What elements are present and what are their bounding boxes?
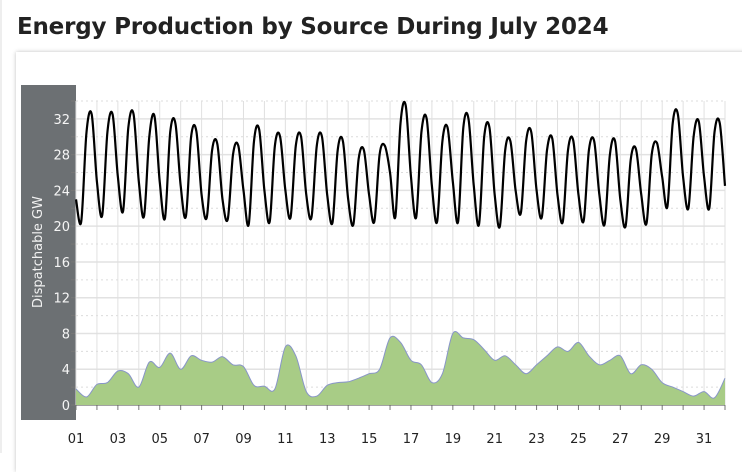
page-title: Energy Production by Source During July … <box>17 14 609 40</box>
x-tick-label: 31 <box>696 432 713 447</box>
chart: 0 4 8 12 16 20 24 28 32 01 03 05 07 09 11 13 15 17 19 21 23… <box>31 100 727 447</box>
y-tick-label: 20 <box>53 220 70 235</box>
x-ticks: 01 03 05 07 09 11 13 15 17 19 21 23 25 27 29 31 <box>68 432 713 447</box>
y-tick-label: 8 <box>62 327 70 342</box>
area-fill <box>76 331 725 405</box>
y-tick-label: 4 <box>62 363 70 378</box>
x-tick-label: 11 <box>277 432 294 447</box>
x-tick-label: 19 <box>445 432 462 447</box>
x-tick-label: 05 <box>151 432 168 447</box>
y-tick-label: 28 <box>53 149 70 164</box>
y-ticks: 0 4 8 12 16 20 24 28 32 <box>53 113 70 414</box>
x-tick-label: 15 <box>361 432 378 447</box>
left-edge <box>0 0 2 453</box>
y-axis-panel <box>21 85 76 420</box>
area-edge <box>75 331 726 399</box>
x-tick-label: 21 <box>486 432 503 447</box>
x-tick-label: 17 <box>403 432 420 447</box>
y-tick-label: 0 <box>62 399 70 414</box>
x-tick-label: 29 <box>654 432 671 447</box>
line-series <box>74 100 727 229</box>
y-tick-label: 32 <box>53 113 70 128</box>
x-tick-label: 01 <box>68 432 85 447</box>
x-tick-label: 27 <box>612 432 629 447</box>
y-axis-title: Dispatchable GW <box>31 196 46 308</box>
x-tick-label: 13 <box>319 432 336 447</box>
x-tick-label: 03 <box>110 432 127 447</box>
y-tick-label: 16 <box>53 256 70 271</box>
x-tick-label: 23 <box>528 432 545 447</box>
line-path <box>74 100 727 229</box>
y-tick-label: 24 <box>53 184 70 199</box>
area-series <box>75 331 726 405</box>
y-tick-label: 12 <box>53 292 70 307</box>
x-tick-label: 07 <box>193 432 210 447</box>
x-tick-label: 25 <box>570 432 587 447</box>
x-tick-label: 09 <box>235 432 252 447</box>
